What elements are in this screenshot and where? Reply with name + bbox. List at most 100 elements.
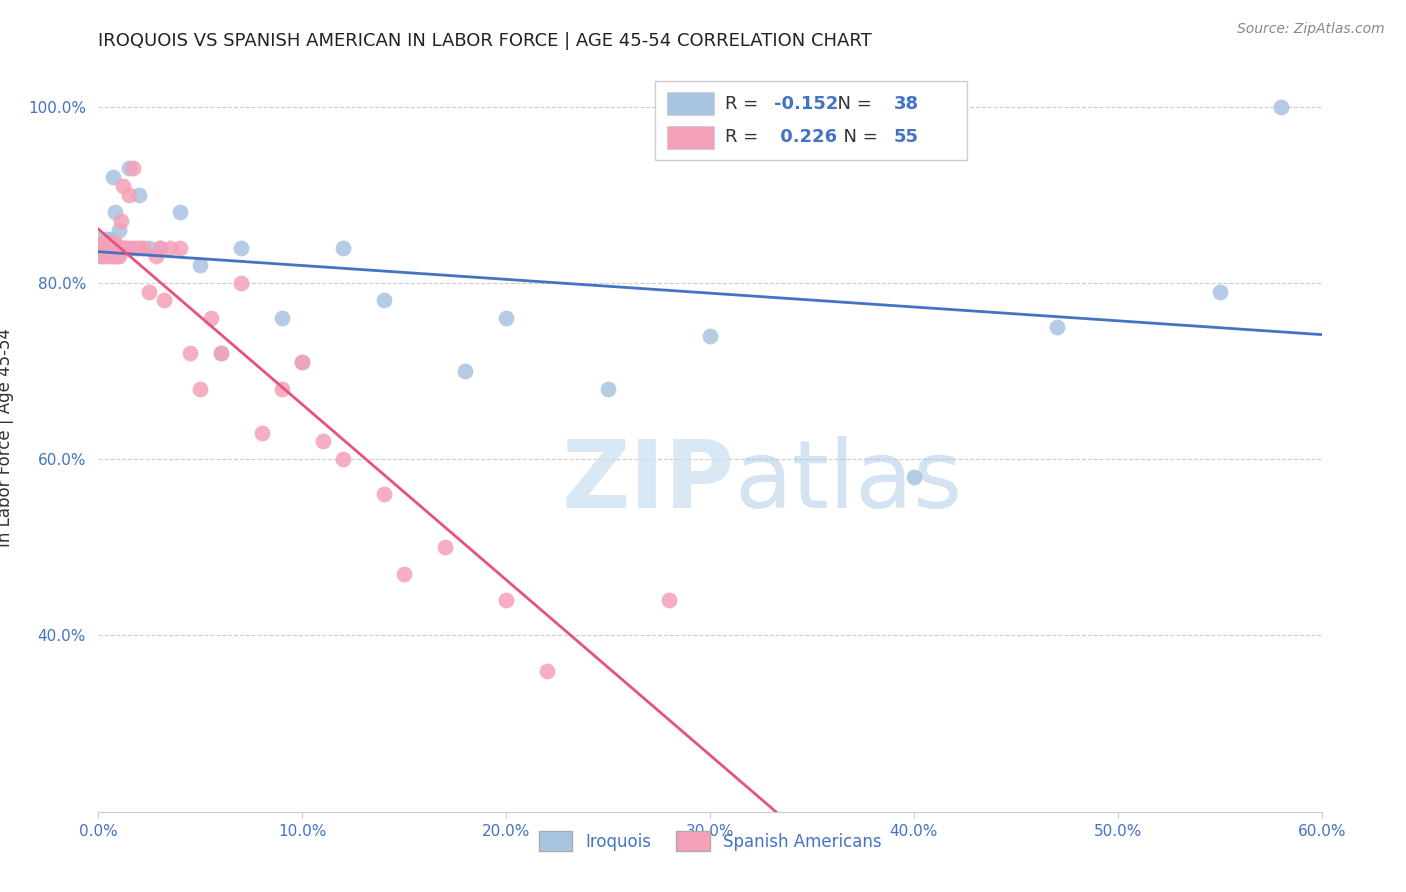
Point (128, 187, 150, 202)
Point (454, 364, 477, 378)
Point (159, 241, 181, 255)
Point (231, 276, 253, 290)
Point (152, 293, 174, 308)
Point (91, 249, 114, 263)
Text: N =: N = (832, 128, 884, 146)
Text: IROQUOIS VS SPANISH AMERICAN IN LABOR FORCE | AGE 45-54 CORRELATION CHART: IROQUOIS VS SPANISH AMERICAN IN LABOR FO… (98, 32, 872, 50)
Point (89, 249, 111, 263)
Point (93, 249, 115, 263)
Point (373, 487, 395, 501)
Point (97, 249, 120, 263)
Point (105, 241, 128, 255)
Point (209, 346, 232, 360)
Point (434, 541, 457, 555)
Point (118, 187, 141, 202)
Point (132, 241, 155, 255)
Point (108, 249, 131, 263)
Y-axis label: In Labor Force | Age 45-54: In Labor Force | Age 45-54 (0, 327, 14, 547)
Point (495, 311, 517, 326)
Point (270, 311, 294, 326)
Point (108, 223, 131, 237)
Point (97, 241, 120, 255)
Point (101, 169, 124, 184)
Point (1209, 285, 1232, 299)
Point (100, 241, 122, 255)
Text: 38: 38 (894, 95, 918, 112)
Text: R =: R = (724, 128, 763, 146)
Point (169, 241, 191, 255)
Point (104, 205, 127, 219)
Point (93, 241, 115, 255)
Point (658, 593, 681, 607)
Text: -0.152: -0.152 (773, 95, 838, 112)
Point (1045, 319, 1069, 334)
Point (250, 425, 273, 440)
Point (97, 241, 120, 255)
Point (536, 664, 558, 678)
Point (93, 236, 115, 251)
Point (104, 241, 127, 255)
FancyBboxPatch shape (668, 93, 714, 115)
Point (111, 178, 134, 193)
Point (200, 311, 222, 326)
Point (91, 241, 114, 255)
Point (111, 241, 134, 255)
Point (93, 241, 115, 255)
Point (149, 241, 172, 255)
Point (96, 236, 118, 251)
Text: atlas: atlas (734, 436, 963, 528)
Text: ZIP: ZIP (561, 436, 734, 528)
Point (115, 241, 138, 255)
Point (179, 346, 201, 360)
Point (110, 214, 132, 228)
Text: Source: ZipAtlas.com: Source: ZipAtlas.com (1237, 22, 1385, 37)
Legend: Iroquois, Spanish Americans: Iroquois, Spanish Americans (530, 822, 890, 860)
Point (231, 241, 253, 255)
Point (96, 241, 118, 255)
Point (96, 241, 118, 255)
Point (111, 241, 134, 255)
Point (97, 241, 120, 255)
FancyBboxPatch shape (655, 81, 967, 160)
Point (91, 236, 114, 251)
Point (96, 232, 118, 246)
Point (100, 232, 122, 246)
Point (188, 258, 212, 272)
Point (89, 241, 111, 255)
Point (91, 241, 114, 255)
Point (114, 241, 136, 255)
Point (128, 241, 150, 255)
Point (495, 593, 517, 607)
Point (1270, 99, 1292, 113)
Point (132, 241, 155, 255)
Point (104, 236, 127, 251)
Point (332, 241, 354, 255)
Point (89, 232, 111, 246)
Text: 0.226: 0.226 (773, 128, 837, 146)
Point (699, 328, 721, 343)
Point (124, 241, 146, 255)
Point (91, 241, 114, 255)
Point (291, 355, 314, 369)
Point (291, 355, 314, 369)
Point (105, 241, 128, 255)
Point (138, 241, 160, 255)
Point (145, 249, 167, 263)
Point (138, 285, 160, 299)
Point (105, 249, 128, 263)
Point (332, 452, 354, 467)
Text: R =: R = (724, 95, 763, 112)
Point (270, 382, 294, 396)
Point (100, 236, 122, 251)
Point (169, 205, 191, 219)
Point (903, 469, 925, 483)
Point (209, 346, 232, 360)
Point (118, 161, 141, 176)
Point (101, 241, 124, 255)
Point (108, 241, 131, 255)
Point (188, 382, 212, 396)
Point (100, 241, 122, 255)
Point (373, 293, 395, 308)
Point (122, 161, 145, 176)
Point (598, 382, 620, 396)
